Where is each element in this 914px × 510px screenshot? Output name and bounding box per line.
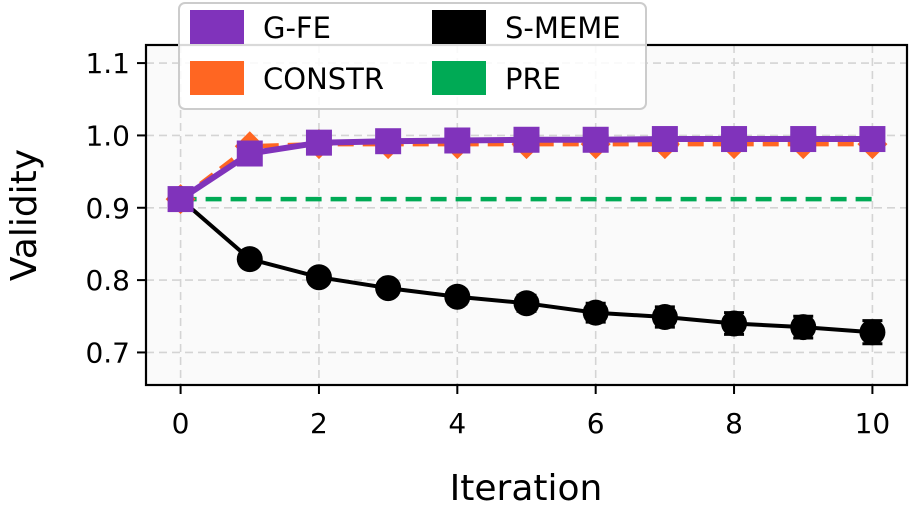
series-g-fe-marker — [236, 140, 263, 167]
x-tick-label: 8 — [725, 407, 743, 440]
legend-swatch-pre — [432, 61, 486, 95]
series-g-fe-marker — [167, 186, 194, 213]
series-g-fe-marker — [582, 126, 609, 153]
y-tick-label: 0.9 — [85, 192, 130, 225]
series-s-meme-marker — [305, 264, 332, 291]
legend-box — [178, 2, 647, 110]
series-g-fe-marker — [375, 128, 402, 155]
series-s-meme-marker — [236, 246, 263, 273]
y-axis-label: Validity — [4, 149, 45, 281]
y-tick-label: 1.1 — [85, 47, 130, 80]
y-tick-label: 1.0 — [85, 119, 130, 152]
legend-label-pre: PRE — [505, 62, 561, 96]
series-s-meme-marker — [651, 304, 678, 330]
series-s-meme-marker — [582, 299, 609, 326]
series-g-fe-marker — [790, 126, 817, 153]
x-tick-label: 10 — [855, 407, 891, 440]
y-tick-label: 0.7 — [85, 336, 130, 369]
axes-layer: 0 2 4 6 8 10 0.7 0.8 0.9 1.0 1.1 — [85, 47, 890, 440]
series-layer — [165, 126, 888, 346]
series-g-fe-marker — [444, 127, 471, 154]
legend-swatch-g-fe — [190, 10, 244, 44]
x-tick-label: 6 — [587, 407, 605, 440]
series-s-meme-marker — [721, 310, 748, 337]
series-s-meme-marker — [444, 283, 471, 310]
series-g-fe-marker — [513, 126, 540, 153]
series-s-meme-marker — [790, 314, 817, 341]
series-g-fe-marker — [859, 126, 886, 153]
series-s-meme-marker — [859, 319, 886, 346]
series-s-meme-marker — [375, 275, 402, 302]
series-g-fe-marker — [305, 129, 332, 156]
legend-label-s-meme: S-MEME — [505, 11, 621, 45]
x-axis-label: Iteration — [450, 468, 603, 509]
legend-label-constr: CONSTR — [263, 62, 384, 96]
legend: G-FE S-MEME CONSTR PRE — [178, 2, 647, 110]
legend-swatch-s-meme — [432, 10, 486, 44]
y-tick-label: 0.8 — [85, 264, 130, 297]
x-tick-label: 4 — [448, 407, 466, 440]
legend-swatch-constr — [190, 61, 244, 95]
legend-label-g-fe: G-FE — [263, 11, 331, 45]
series-s-meme-marker — [513, 290, 540, 317]
series-g-fe-marker — [721, 126, 748, 153]
x-tick-label: 2 — [310, 407, 328, 440]
series-g-fe-marker — [651, 126, 678, 153]
x-tick-label: 0 — [172, 407, 190, 440]
